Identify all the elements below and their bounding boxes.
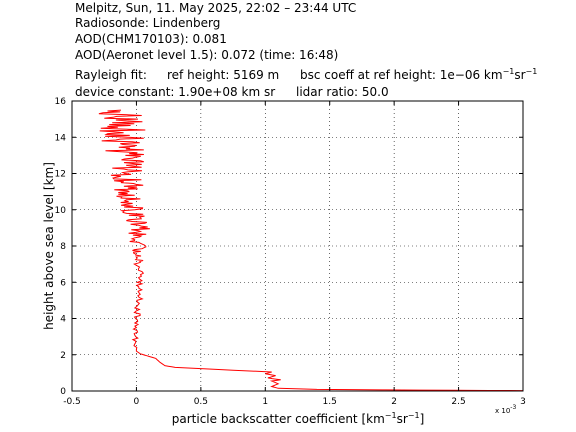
header-aod-chm: AOD(CHM170103): 0.081	[75, 32, 227, 46]
y-tick-label: 12	[55, 170, 66, 180]
header-lidar-ratio: lidar ratio: 50.0	[296, 85, 389, 99]
x-tick-label: 1.5	[323, 397, 337, 407]
header-bsc-coeff: bsc coeff at ref height: 1e−06 km−1sr−1	[300, 67, 537, 82]
x-tick-label: 2.5	[451, 397, 465, 407]
x-multiplier-base: x 10	[495, 407, 510, 415]
bsc-unit-exp1: −1	[503, 67, 515, 76]
y-tick-label: 10	[55, 206, 67, 216]
bsc-coeff-text: bsc coeff at ref height: 1e−06 km	[300, 68, 503, 82]
x-tick-label: -0.5	[63, 397, 81, 407]
x-tick-label: 0	[134, 397, 140, 407]
header-rayleigh-label: Rayleigh fit:	[75, 68, 147, 82]
header-device-constant: device constant: 1.90e+08 km sr	[75, 85, 275, 99]
x-tick-label: 1	[262, 397, 268, 407]
y-axis-label: height above sea level [km]	[42, 162, 56, 330]
x-axis-ticks: -0.5 0 0.5 1 1.5 2 2.5 3	[63, 101, 526, 407]
y-tick-label: 0	[60, 387, 66, 397]
plot-background	[72, 101, 523, 391]
x-label-sr: sr	[397, 412, 408, 426]
x-label-text: particle backscatter coefficient [km	[172, 412, 385, 426]
x-axis-label: particle backscatter coefficient [km−1sr…	[172, 411, 425, 426]
x-label-exp1: −1	[385, 411, 397, 420]
header-ref-height: ref height: 5169 m	[167, 68, 279, 82]
y-tick-label: 16	[55, 97, 67, 107]
y-axis-ticks: 0 2 4 6 8 10 12 14 16	[55, 97, 523, 397]
x-tick-label: 0.5	[194, 397, 208, 407]
header-title: Melpitz, Sun, 11. May 2025, 22:02 – 23:4…	[75, 1, 356, 15]
header-aod-aeronet: AOD(Aeronet level 1.5): 0.072 (time: 16:…	[75, 48, 338, 62]
x-label-close: ]	[420, 412, 425, 426]
grid-lines	[72, 101, 523, 391]
y-tick-label: 14	[55, 133, 67, 143]
backscatter-profile-line	[98, 109, 524, 392]
x-tick-label: 3	[520, 397, 526, 407]
bsc-unit-exp2: −1	[526, 67, 538, 76]
header-radiosonde: Radiosonde: Lindenberg	[75, 16, 220, 30]
bsc-unit-sr: sr	[514, 68, 525, 82]
y-tick-label: 8	[60, 242, 66, 252]
x-label-exp2: −1	[408, 411, 420, 420]
y-tick-label: 6	[60, 278, 66, 288]
x-multiplier: x 10-3	[495, 404, 516, 415]
y-tick-label: 4	[60, 315, 66, 325]
x-multiplier-exp: -3	[510, 404, 516, 411]
y-tick-label: 2	[60, 351, 66, 361]
x-tick-label: 2	[391, 397, 397, 407]
